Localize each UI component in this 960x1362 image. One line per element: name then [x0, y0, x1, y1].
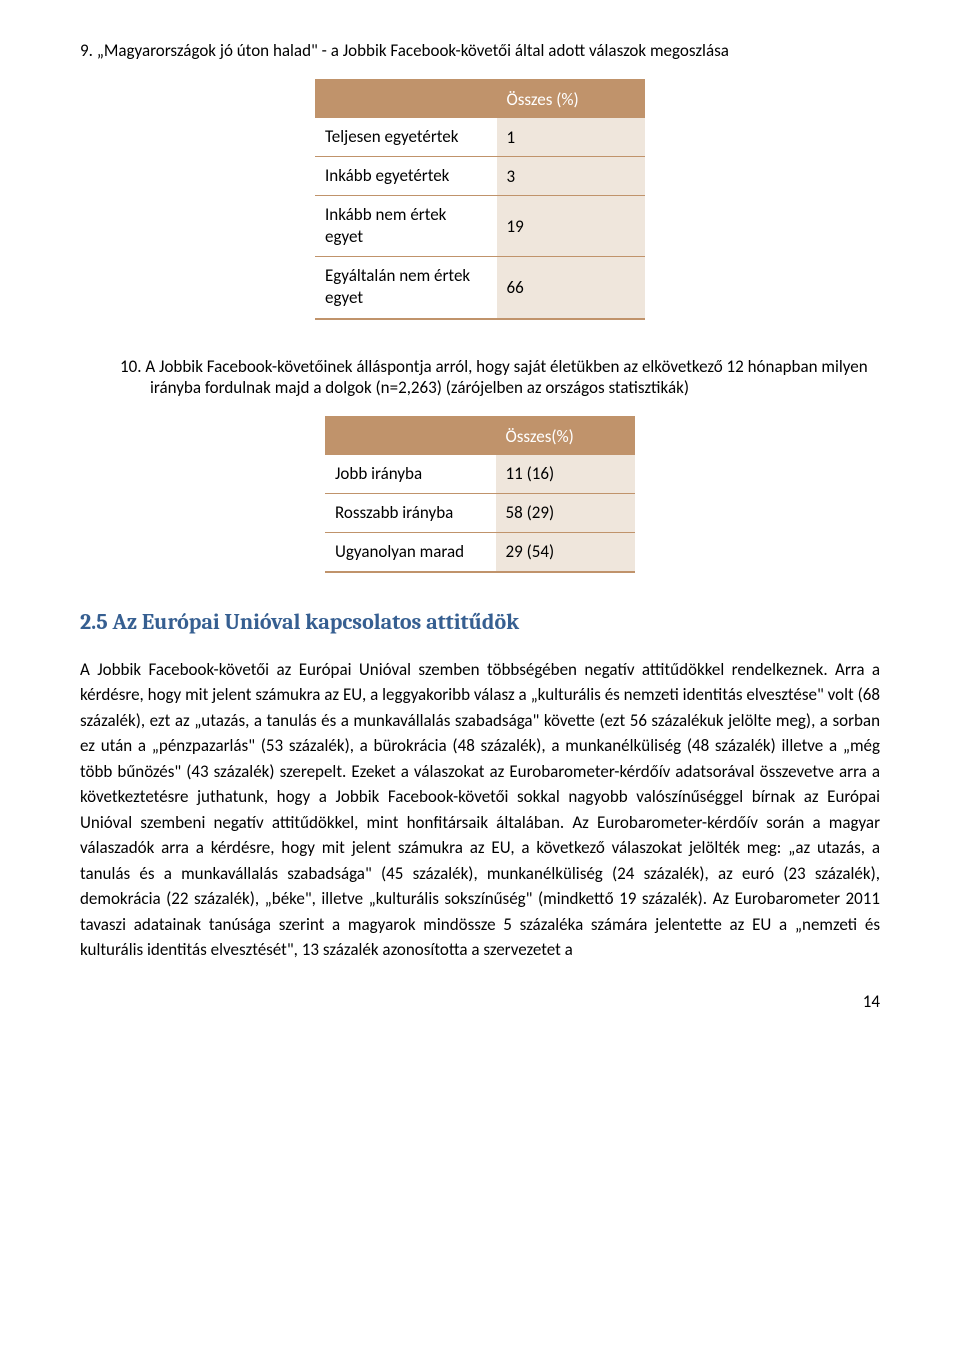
table9-wrap: Összes (%) Teljesen egyetértek 1 Inkább … — [80, 79, 880, 320]
row-label: Jobb irányba — [325, 455, 496, 494]
row-label: Teljesen egyetértek — [315, 118, 497, 157]
row-value: 29 (54) — [496, 532, 636, 572]
section-paragraph: A Jobbik Facebook-követői az Európai Uni… — [80, 657, 880, 963]
row-label: Inkább egyetértek — [315, 157, 497, 196]
table-row: Teljesen egyetértek 1 — [315, 118, 645, 157]
item10-title: 10. A Jobbik Facebook-követőinek álláspo… — [80, 356, 880, 398]
table10-header-blank — [325, 417, 496, 455]
table10-wrap: Összes(%) Jobb irányba 11 (16) Rosszabb … — [80, 416, 880, 573]
table9: Összes (%) Teljesen egyetértek 1 Inkább … — [315, 79, 645, 320]
row-value: 3 — [497, 157, 646, 196]
table9-header-blank — [315, 80, 497, 118]
section-heading: 2.5 Az Európai Unióval kapcsolatos attit… — [80, 609, 880, 635]
row-value: 11 (16) — [496, 455, 636, 494]
row-label: Ugyanolyan marad — [325, 532, 496, 572]
row-label: Rosszabb irányba — [325, 493, 496, 532]
table-row: Jobb irányba 11 (16) — [325, 455, 635, 494]
row-value: 19 — [497, 196, 646, 257]
table-row: Egyáltalán nem értek egyet 66 — [315, 257, 645, 319]
page-number: 14 — [80, 991, 880, 1012]
item9-title: 9. „Magyarországok jó úton halad" - a Jo… — [80, 40, 880, 61]
table-row: Inkább nem értek egyet 19 — [315, 196, 645, 257]
row-value: 58 (29) — [496, 493, 636, 532]
row-value: 1 — [497, 118, 646, 157]
table-row: Ugyanolyan marad 29 (54) — [325, 532, 635, 572]
table10: Összes(%) Jobb irányba 11 (16) Rosszabb … — [325, 416, 635, 573]
table10-header-value: Összes(%) — [496, 417, 636, 455]
table-row: Rosszabb irányba 58 (29) — [325, 493, 635, 532]
table-row: Inkább egyetértek 3 — [315, 157, 645, 196]
row-label: Egyáltalán nem értek egyet — [315, 257, 497, 319]
row-label: Inkább nem értek egyet — [315, 196, 497, 257]
table9-header-value: Összes (%) — [497, 80, 646, 118]
row-value: 66 — [497, 257, 646, 319]
